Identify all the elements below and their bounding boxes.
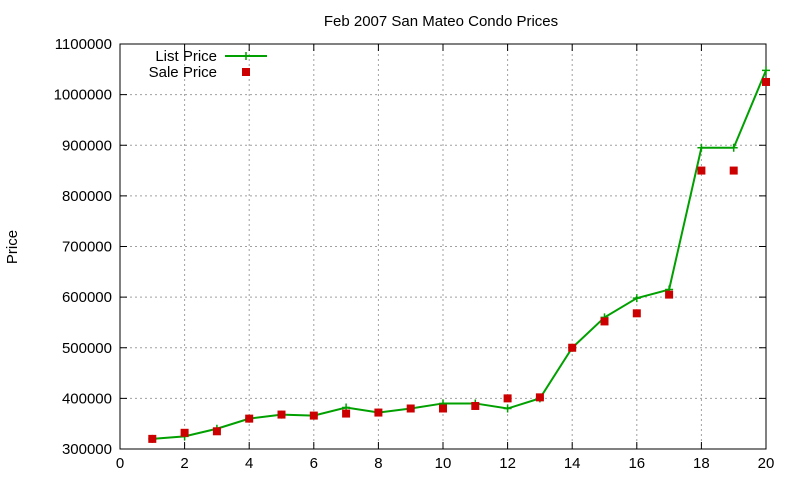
data-point (762, 77, 770, 86)
y-tick-label: 1100000 (55, 36, 112, 53)
series-sale-price (148, 77, 770, 443)
data-point (503, 404, 512, 413)
data-point (729, 166, 738, 175)
y-tick-label: 600000 (62, 289, 112, 306)
x-tick-label: 10 (435, 455, 452, 472)
x-tick-label: 0 (116, 455, 124, 472)
data-point (245, 414, 254, 423)
data-point (277, 410, 286, 419)
x-tick-label: 14 (564, 455, 581, 472)
data-point (600, 317, 609, 326)
data-point (697, 166, 706, 175)
grid-lines (120, 44, 766, 449)
data-point (729, 143, 738, 152)
x-tick-label: 6 (310, 455, 318, 472)
data-point (665, 290, 674, 299)
series (148, 66, 770, 443)
axes: 0 2 4 6 8 10 12 14 16 18 20 300000 400000 500000 60000… (54, 36, 775, 472)
y-axis-label: Price (4, 230, 21, 264)
y-tick-label: 500000 (62, 340, 112, 357)
y-tick-label: 400000 (62, 390, 112, 407)
y-tick-label: 800000 (62, 188, 112, 205)
data-point (180, 428, 189, 437)
data-point (697, 143, 706, 152)
x-tick-label: 12 (499, 455, 516, 472)
x-tick-label: 20 (758, 455, 775, 472)
data-point (342, 409, 351, 418)
x-tick-label: 8 (374, 455, 382, 472)
x-tick-label: 16 (628, 455, 645, 472)
data-point (632, 309, 641, 318)
y-tick-label: 1000000 (54, 87, 112, 104)
x-tick-label: 18 (693, 455, 710, 472)
y-tick-label: 900000 (62, 137, 112, 154)
legend-marker (242, 52, 250, 60)
data-point (439, 404, 447, 413)
legend-marker (242, 68, 250, 76)
data-point (309, 411, 318, 420)
chart-title: Feb 2007 San Mateo Condo Prices (324, 13, 558, 30)
series-line (152, 69, 767, 440)
y-tick-label: 300000 (62, 441, 112, 458)
legend-label: Sale Price (149, 64, 217, 81)
data-point (568, 343, 577, 352)
data-point (503, 394, 512, 403)
y-tick-label: 700000 (62, 239, 112, 256)
data-point (212, 427, 221, 436)
data-point (148, 434, 157, 443)
data-point (406, 404, 415, 413)
data-point (535, 393, 544, 402)
data-point (471, 401, 480, 410)
x-tick-label: 4 (245, 455, 253, 472)
data-point (632, 294, 641, 303)
series-list-price (148, 66, 770, 443)
legend-label: List Price (155, 48, 217, 65)
x-tick-label: 2 (180, 455, 188, 472)
data-point (374, 408, 383, 417)
data-point (762, 66, 770, 75)
